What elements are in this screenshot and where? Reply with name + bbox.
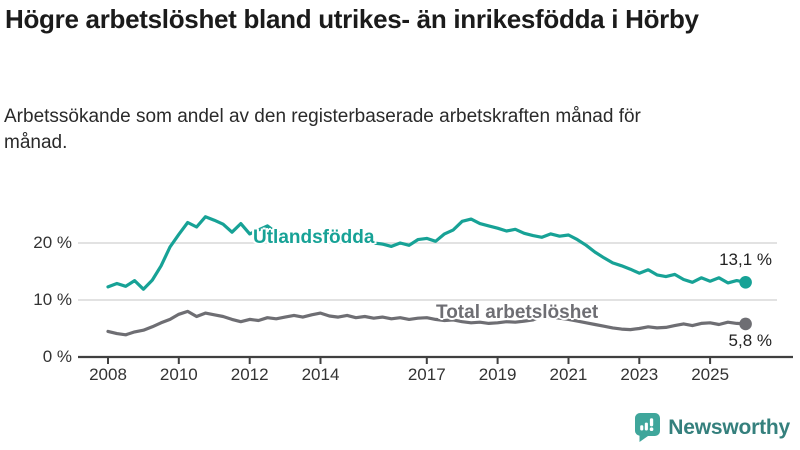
x-axis-tick-label: 2017 <box>407 365 446 384</box>
x-axis-tick-label: 2014 <box>301 365 340 384</box>
y-axis-tick-label: 10 % <box>33 290 72 309</box>
series-label-total-arbetsloshet: Total arbetslöshet <box>436 302 599 323</box>
newsworthy-logo: Newsworthy <box>635 413 790 442</box>
x-axis-tick-label: 2010 <box>159 365 198 384</box>
x-axis-tick-label: 2023 <box>620 365 659 384</box>
newsworthy-wordmark: Newsworthy <box>668 415 790 439</box>
series-end-dot <box>739 317 752 331</box>
chart-subtitle: Arbetssökande som andel av den registerb… <box>4 106 641 154</box>
y-axis-tick-label: 20 % <box>33 233 72 252</box>
x-axis-tick-label: 2021 <box>549 365 588 384</box>
end-value-label-utlandsfodda: 13,1 % <box>719 250 772 269</box>
end-value-label-total: 5,8 % <box>728 331 772 350</box>
series-label-utlandsfodda: Utlandsfödda <box>253 227 375 248</box>
y-axis-tick-label: 0 % <box>42 347 72 366</box>
x-axis-tick-label: 2019 <box>478 365 517 384</box>
x-axis-tick-label: 2012 <box>230 365 269 384</box>
x-axis-tick-label: 2025 <box>691 365 730 384</box>
newsworthy-chart-bubble-icon <box>635 413 661 442</box>
series-end-dot <box>739 276 752 289</box>
series-line <box>106 309 748 337</box>
x-axis-tick-label: 2008 <box>89 365 127 384</box>
series-line <box>106 215 748 291</box>
chart-title: Högre arbetslöshet bland utrikes- än inr… <box>5 4 699 34</box>
